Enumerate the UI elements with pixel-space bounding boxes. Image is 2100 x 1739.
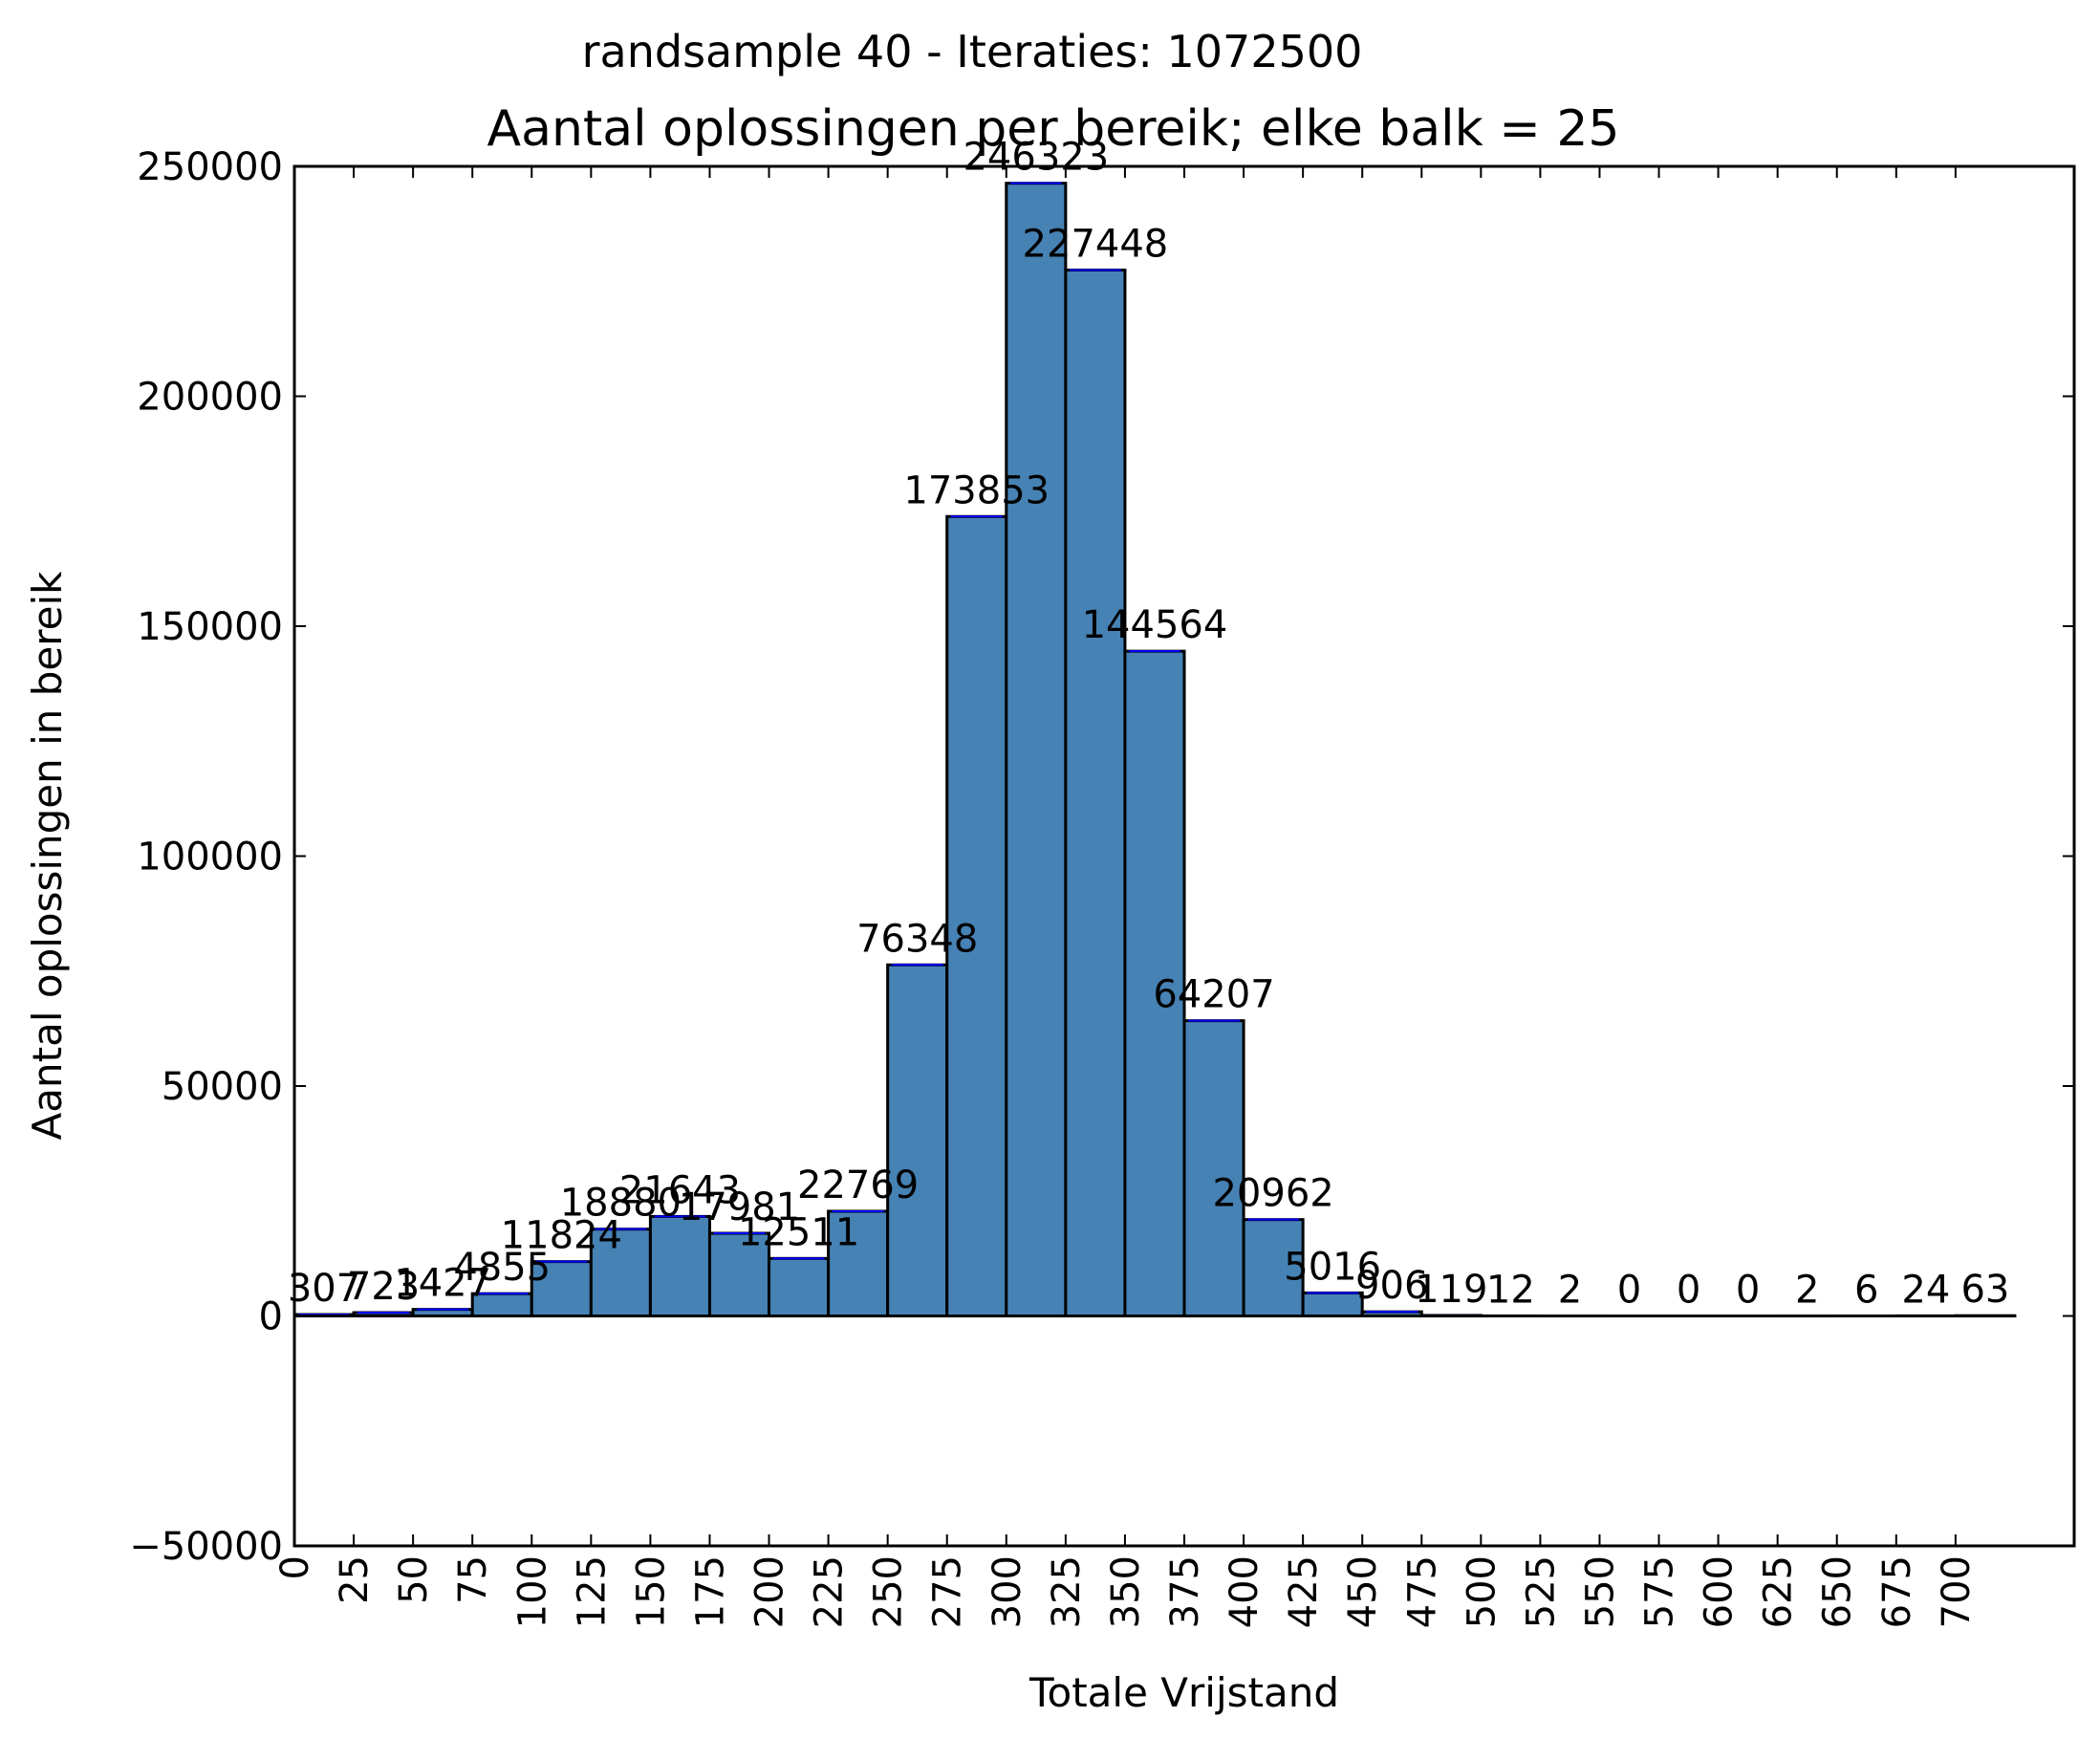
x-tick-label-400: 400 bbox=[1223, 1555, 1266, 1628]
x-tick-label-175: 175 bbox=[688, 1555, 732, 1628]
bar-value-label-25: 723 bbox=[347, 1265, 420, 1309]
bar-value-label-275: 173853 bbox=[903, 468, 1050, 512]
y-tick-label-200000: 200000 bbox=[137, 376, 283, 420]
x-tick-label-75: 75 bbox=[451, 1555, 495, 1604]
x-tick-label-475: 475 bbox=[1400, 1555, 1444, 1628]
bar-value-label-250: 76348 bbox=[856, 917, 978, 961]
y-tick-label-0: 0 bbox=[259, 1295, 283, 1339]
bar-value-label-175: 17981 bbox=[679, 1185, 800, 1229]
bar-value-label-350: 144564 bbox=[1082, 603, 1228, 647]
x-tick-label-25: 25 bbox=[333, 1555, 377, 1604]
x-tick-label-700: 700 bbox=[1935, 1555, 1979, 1628]
bar-value-label-200: 12511 bbox=[738, 1210, 859, 1254]
bar-325 bbox=[1064, 268, 1127, 1318]
x-tick-label-525: 525 bbox=[1519, 1555, 1563, 1628]
x-tick-label-200: 200 bbox=[748, 1555, 792, 1628]
x-tick-label-675: 675 bbox=[1875, 1555, 1919, 1628]
bar-400 bbox=[1242, 1218, 1305, 1317]
bar-value-label-375: 64207 bbox=[1153, 973, 1274, 1017]
x-tick-label-275: 275 bbox=[926, 1555, 970, 1628]
bar-value-label-500: 12 bbox=[1486, 1268, 1535, 1312]
bar-100 bbox=[530, 1260, 593, 1318]
bar-value-label-525: 2 bbox=[1558, 1268, 1582, 1312]
bar-value-label-325: 227448 bbox=[1023, 222, 1169, 266]
bar-value-label-675: 24 bbox=[1901, 1268, 1950, 1312]
bar-labels-group: 3077231427485511824188802164317981125112… bbox=[288, 136, 2009, 1313]
bar-value-label-425: 5016 bbox=[1284, 1245, 1381, 1289]
bar-value-label-150: 21643 bbox=[619, 1168, 741, 1212]
bar-150 bbox=[648, 1214, 711, 1318]
bar-value-label-625: 2 bbox=[1795, 1268, 1819, 1312]
bar-value-label-300: 246323 bbox=[963, 136, 1109, 180]
x-tick-label-300: 300 bbox=[985, 1555, 1029, 1628]
x-tick-label-500: 500 bbox=[1460, 1555, 1504, 1628]
y-tick-label-150000: 150000 bbox=[137, 605, 283, 649]
bar-250 bbox=[886, 963, 949, 1317]
x-tick-label-100: 100 bbox=[510, 1555, 554, 1628]
bar-value-label-700: 63 bbox=[1960, 1268, 2009, 1312]
bar-425 bbox=[1301, 1291, 1364, 1318]
x-tick-label-325: 325 bbox=[1045, 1555, 1089, 1628]
x-tick-label-450: 450 bbox=[1341, 1555, 1385, 1628]
bar-value-label-650: 6 bbox=[1854, 1268, 1878, 1312]
y-tick-label-250000: 250000 bbox=[137, 145, 283, 189]
bar-value-label-450: 906 bbox=[1355, 1264, 1428, 1308]
bar-value-label-100: 11824 bbox=[501, 1214, 622, 1258]
x-axis-ticks: 0 25 50 75 100 125 150 175 200 225 250 275 300 325 350… bbox=[273, 166, 1979, 1628]
bar-value-label-50: 1427 bbox=[394, 1262, 491, 1306]
x-tick-label-125: 125 bbox=[570, 1555, 614, 1628]
x-tick-label-425: 425 bbox=[1282, 1555, 1326, 1628]
bar-300 bbox=[1005, 182, 1068, 1317]
chart-title: Aantal oplossingen per bereik; elke balk… bbox=[487, 100, 1620, 158]
x-tick-label-550: 550 bbox=[1578, 1555, 1622, 1628]
x-tick-label-625: 625 bbox=[1757, 1555, 1801, 1628]
x-tick-label-575: 575 bbox=[1638, 1555, 1682, 1628]
x-tick-label-150: 150 bbox=[629, 1555, 673, 1628]
x-tick-label-350: 350 bbox=[1104, 1555, 1148, 1628]
bar-value-label-575: 0 bbox=[1677, 1269, 1700, 1313]
y-axis-ticks: −50000 0 50000 100000 150000 200000 250000 bbox=[129, 145, 2074, 1569]
bar-value-label-400: 20962 bbox=[1212, 1172, 1333, 1216]
x-tick-label-375: 375 bbox=[1163, 1555, 1207, 1628]
x-tick-label-50: 50 bbox=[392, 1555, 436, 1604]
y-tick-label--50000: −50000 bbox=[129, 1525, 283, 1569]
bar-value-label-475: 119 bbox=[1415, 1268, 1487, 1312]
y-axis-label: Aantal oplossingen in bereik bbox=[24, 571, 71, 1141]
x-tick-label-225: 225 bbox=[808, 1555, 852, 1628]
y-tick-label-100000: 100000 bbox=[137, 836, 283, 880]
bar-value-label-550: 0 bbox=[1617, 1269, 1641, 1313]
bar-275 bbox=[945, 514, 1008, 1317]
bar-value-label-0: 307 bbox=[288, 1267, 360, 1311]
bar-375 bbox=[1182, 1019, 1245, 1317]
bars-group bbox=[292, 182, 2017, 1318]
bar-value-label-125: 18880 bbox=[560, 1182, 682, 1226]
x-tick-label-650: 650 bbox=[1816, 1555, 1860, 1628]
x-tick-label-0: 0 bbox=[273, 1555, 317, 1579]
chart-suptitle: randsample 40 - Iteraties: 1072500 bbox=[582, 26, 1363, 77]
bar-value-label-75: 4855 bbox=[453, 1246, 551, 1290]
x-axis-label: Totale Vrijstand bbox=[1028, 1669, 1339, 1716]
x-tick-label-250: 250 bbox=[867, 1555, 911, 1628]
bar-value-label-225: 22769 bbox=[797, 1163, 919, 1207]
y-tick-label-50000: 50000 bbox=[162, 1065, 283, 1109]
x-tick-label-600: 600 bbox=[1698, 1555, 1742, 1628]
bar-200 bbox=[768, 1256, 831, 1318]
bar-value-label-600: 0 bbox=[1736, 1269, 1760, 1313]
